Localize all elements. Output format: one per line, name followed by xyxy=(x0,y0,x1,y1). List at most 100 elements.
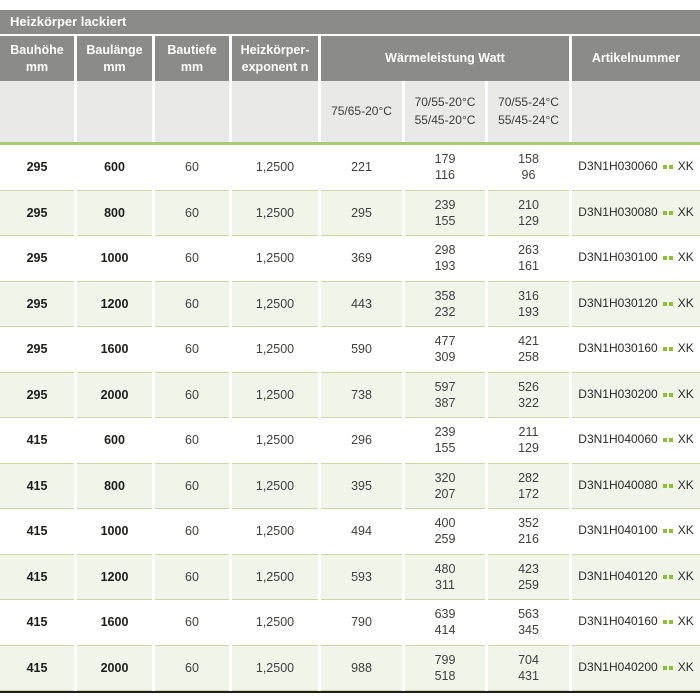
watt-70-55-24-cell: 704 431 xyxy=(488,645,569,691)
table-row: 295 800 60 1,2500 295 239 155 210 129 D3N1… xyxy=(0,190,700,236)
exponent-cell: 1,2500 xyxy=(232,372,318,418)
artikelnummer-prefix: D3N1H030060 xyxy=(578,159,658,174)
artikelnummer-cell: D3N1H040060 XK xyxy=(572,418,700,464)
artikelnummer-prefix: D3N1H030100 xyxy=(578,250,658,265)
column-header-row: Bauhöhe mm Baulänge mm Bautiefe mm Heizk… xyxy=(0,36,700,81)
bautiefe-cell: 60 xyxy=(155,145,229,191)
baulaenge-cell: 1600 xyxy=(77,600,152,646)
artikelnummer-cell: D3N1H030080 XK xyxy=(572,190,700,236)
table-title-bar: Heizkörper lackiert xyxy=(0,10,700,34)
watt-70-55-20-cell: 480 311 xyxy=(405,554,485,600)
subheader-empty xyxy=(0,81,74,142)
bauhoehe-cell: 295 xyxy=(0,190,74,236)
artikelnummer-suffix: XK xyxy=(677,568,694,583)
watt-70-55-24-cell: 563 345 xyxy=(488,600,569,646)
table-row: 295 2000 60 1,2500 738 597 387 526 322 D3N… xyxy=(0,372,700,418)
baulaenge-cell: 2000 xyxy=(77,645,152,691)
watt-70-55-20-cell: 799 518 xyxy=(405,645,485,691)
watt-75-65-cell: 296 xyxy=(321,418,402,464)
artikelnummer-prefix: D3N1H040200 xyxy=(578,659,658,674)
col-header-bautiefe: Bautiefe mm xyxy=(155,36,229,81)
bauhoehe-cell: 295 xyxy=(0,281,74,327)
baulaenge-cell: 1200 xyxy=(77,281,152,327)
subheader-empty xyxy=(77,81,152,142)
col-header-bauhoehe: Bauhöhe mm xyxy=(0,36,74,81)
watt-75-65-cell: 590 xyxy=(321,327,402,373)
artikelnummer-prefix: D3N1H030080 xyxy=(578,204,658,219)
watt-75-65-cell: 395 xyxy=(321,463,402,509)
watt-75-65-cell: 369 xyxy=(321,236,402,282)
artikelnummer-prefix: D3N1H040080 xyxy=(578,477,658,492)
color-code-dots-icon xyxy=(662,438,674,443)
artikelnummer-cell: D3N1H030200 XK xyxy=(572,372,700,418)
exponent-cell: 1,2500 xyxy=(232,236,318,282)
bautiefe-cell: 60 xyxy=(155,645,229,691)
watt-70-55-20-cell: 298 193 xyxy=(405,236,485,282)
artikelnummer-cell: D3N1H030160 XK xyxy=(572,327,700,373)
table-row: 415 600 60 1,2500 296 239 155 211 129 D3N1… xyxy=(0,418,700,464)
artikelnummer-suffix: XK xyxy=(677,159,694,174)
artikelnummer-suffix: XK xyxy=(677,295,694,310)
col-header-waermeleistung: Wärmeleistung Watt xyxy=(321,36,569,81)
table-row: 295 1000 60 1,2500 369 298 193 263 161 D3N… xyxy=(0,236,700,282)
bauhoehe-cell: 415 xyxy=(0,554,74,600)
color-code-dots-icon xyxy=(662,529,674,534)
artikelnummer-prefix: D3N1H040100 xyxy=(578,523,658,538)
subheader-temp-75-65: 75/65-20°C xyxy=(321,81,402,142)
watt-70-55-20-cell: 597 387 xyxy=(405,372,485,418)
artikelnummer-suffix: XK xyxy=(677,250,694,265)
bautiefe-cell: 60 xyxy=(155,190,229,236)
artikelnummer-cell: D3N1H040160 XK xyxy=(572,600,700,646)
baulaenge-cell: 800 xyxy=(77,190,152,236)
artikelnummer-prefix: D3N1H040160 xyxy=(578,614,658,629)
col-header-baulaenge: Baulänge mm xyxy=(77,36,152,81)
exponent-cell: 1,2500 xyxy=(232,554,318,600)
exponent-cell: 1,2500 xyxy=(232,145,318,191)
baulaenge-cell: 1200 xyxy=(77,554,152,600)
artikelnummer-suffix: XK xyxy=(677,386,694,401)
artikelnummer-suffix: XK xyxy=(677,614,694,629)
watt-75-65-cell: 221 xyxy=(321,145,402,191)
table-row: 415 2000 60 1,2500 988 799 518 704 431 D3N… xyxy=(0,645,700,691)
bauhoehe-cell: 415 xyxy=(0,509,74,555)
watt-70-55-24-cell: 211 129 xyxy=(488,418,569,464)
exponent-cell: 1,2500 xyxy=(232,190,318,236)
color-code-dots-icon xyxy=(662,347,674,352)
baulaenge-cell: 2000 xyxy=(77,372,152,418)
watt-75-65-cell: 295 xyxy=(321,190,402,236)
color-code-dots-icon xyxy=(662,210,674,215)
bautiefe-cell: 60 xyxy=(155,236,229,282)
watt-70-55-20-cell: 400 259 xyxy=(405,509,485,555)
bautiefe-cell: 60 xyxy=(155,418,229,464)
table-row: 415 800 60 1,2500 395 320 207 282 172 D3N1… xyxy=(0,463,700,509)
watt-70-55-24-cell: 263 161 xyxy=(488,236,569,282)
color-code-dots-icon xyxy=(662,301,674,306)
color-code-dots-icon xyxy=(662,620,674,625)
artikelnummer-cell: D3N1H040120 XK xyxy=(572,554,700,600)
exponent-cell: 1,2500 xyxy=(232,645,318,691)
artikelnummer-suffix: XK xyxy=(677,523,694,538)
watt-75-65-cell: 988 xyxy=(321,645,402,691)
subheader-empty xyxy=(155,81,229,142)
artikelnummer-cell: D3N1H030060 XK xyxy=(572,145,700,191)
artikelnummer-prefix: D3N1H030160 xyxy=(578,341,658,356)
watt-75-65-cell: 593 xyxy=(321,554,402,600)
bauhoehe-cell: 295 xyxy=(0,236,74,282)
exponent-cell: 1,2500 xyxy=(232,600,318,646)
artikelnummer-cell: D3N1H040080 XK xyxy=(572,463,700,509)
baulaenge-cell: 1000 xyxy=(77,509,152,555)
temperature-subheader-row: 75/65-20°C 70/55-20°C 55/45-20°C 70/55-2… xyxy=(0,81,700,142)
table-row: 415 1000 60 1,2500 494 400 259 352 216 D3N… xyxy=(0,509,700,555)
watt-70-55-24-cell: 158 96 xyxy=(488,145,569,191)
col-header-exponent: Heizkörper- exponent n xyxy=(232,36,318,81)
artikelnummer-prefix: D3N1H030120 xyxy=(578,295,658,310)
watt-75-65-cell: 738 xyxy=(321,372,402,418)
watt-70-55-20-cell: 320 207 xyxy=(405,463,485,509)
bautiefe-cell: 60 xyxy=(155,509,229,555)
watt-70-55-24-cell: 526 322 xyxy=(488,372,569,418)
subheader-empty xyxy=(232,81,318,142)
bautiefe-cell: 60 xyxy=(155,281,229,327)
artikelnummer-suffix: XK xyxy=(677,659,694,674)
baulaenge-cell: 600 xyxy=(77,145,152,191)
